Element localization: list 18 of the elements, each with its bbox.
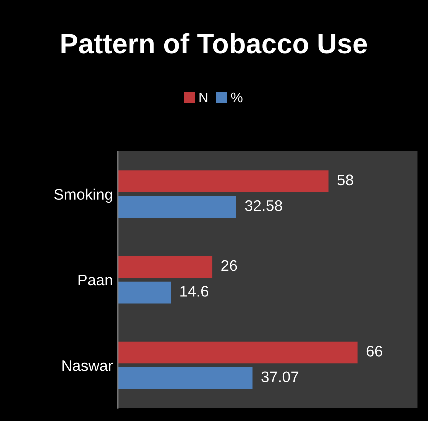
data-label: 32.58 xyxy=(245,200,282,212)
data-label: 66 xyxy=(366,346,382,357)
data-label: 37.07 xyxy=(262,372,299,383)
legend-label: % xyxy=(231,92,243,103)
data-label: 58 xyxy=(338,174,354,186)
bar xyxy=(118,170,329,192)
bar xyxy=(118,342,358,364)
y-tick-label: Paan xyxy=(78,274,112,286)
bar xyxy=(118,256,213,278)
chart-title: Pattern of Tobacco Use xyxy=(62,33,368,54)
y-tick-label: Naswar xyxy=(62,360,114,372)
bar xyxy=(118,282,172,304)
legend-label: N xyxy=(200,92,208,102)
data-label: 26 xyxy=(222,260,238,272)
y-tick-label: Smoking xyxy=(54,188,112,204)
data-label: 14.6 xyxy=(180,286,209,297)
bar xyxy=(118,196,236,218)
bar xyxy=(118,367,253,390)
